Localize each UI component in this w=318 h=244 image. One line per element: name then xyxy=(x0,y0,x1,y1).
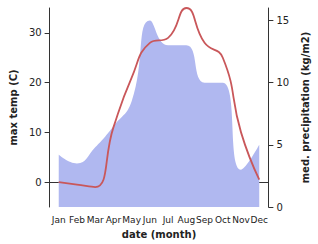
svg-text:Jun: Jun xyxy=(142,215,157,225)
svg-text:0: 0 xyxy=(35,177,41,188)
svg-text:0: 0 xyxy=(276,202,282,213)
svg-text:Nov: Nov xyxy=(232,215,250,225)
svg-text:med. precipitation (kg/m2): med. precipitation (kg/m2) xyxy=(300,32,311,184)
svg-text:date (month): date (month) xyxy=(122,229,196,240)
svg-text:Feb: Feb xyxy=(69,215,85,225)
svg-text:Dec: Dec xyxy=(251,215,268,225)
svg-text:30: 30 xyxy=(29,27,42,38)
svg-text:May: May xyxy=(122,215,141,225)
svg-text:Oct: Oct xyxy=(215,215,231,225)
svg-text:Aug: Aug xyxy=(178,215,196,225)
svg-text:10: 10 xyxy=(29,127,42,138)
svg-text:15: 15 xyxy=(276,15,289,26)
svg-text:Mar: Mar xyxy=(87,215,104,225)
svg-text:20: 20 xyxy=(29,77,42,88)
svg-text:Apr: Apr xyxy=(106,215,122,225)
svg-text:5: 5 xyxy=(276,139,282,150)
svg-text:Jan: Jan xyxy=(51,215,66,225)
svg-text:Jul: Jul xyxy=(162,215,174,225)
svg-text:Sep: Sep xyxy=(196,215,213,225)
svg-text:max temp (C): max temp (C) xyxy=(8,69,19,145)
svg-text:10: 10 xyxy=(276,77,289,88)
